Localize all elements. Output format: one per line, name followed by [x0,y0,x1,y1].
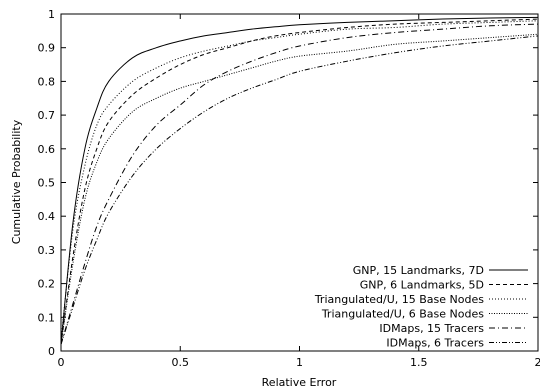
legend-label-2: GNP, 6 Landmarks, 5D [360,279,484,292]
x-axis-label: Relative Error [262,376,337,389]
y-tick-label: 0.3 [38,244,56,257]
series-line-5 [60,23,539,345]
legend-label-3: Triangulated/U, 15 Base Nodes [314,293,484,306]
x-tick-label: 0 [58,356,65,369]
y-tick-label: 0.7 [38,109,56,122]
y-tick-label: 0.9 [38,42,56,55]
series-line-2 [60,18,539,345]
legend-label-5: IDMaps, 15 Tracers [379,322,484,335]
legend-label-6: IDMaps, 6 Tracers [386,337,484,350]
series-line-1 [60,16,539,345]
y-tick-label: 0 [48,345,55,358]
y-axis-label: Cumulative Probability [10,119,23,244]
axis-ticks: 0 0.5 1 1.5 2 0 0.1 0.2 0.3 0.4 0.5 0.6 0.7 0.8 0.9 1 [38,8,540,369]
x-tick-label: 2 [535,356,540,369]
legend: GNP, 15 Landmarks, 7D GNP, 6 Landmarks, 5… [314,264,528,350]
series-lines [60,16,539,345]
y-tick-label: 0.2 [38,278,56,291]
series-line-4 [60,33,539,345]
y-tick-label: 0.4 [38,210,56,223]
y-tick-label: 0.5 [38,177,56,190]
legend-label-1: GNP, 15 Landmarks, 7D [353,264,484,277]
y-tick-label: 0.8 [38,75,56,88]
y-tick-label: 1 [48,8,55,21]
series-line-3 [60,20,539,341]
series-line-6 [60,35,539,345]
legend-label-4: Triangulated/U, 6 Base Nodes [321,308,484,321]
y-tick-label: 0.1 [38,311,56,324]
x-tick-label: 0.5 [172,356,190,369]
y-tick-label: 0.6 [38,143,56,156]
x-tick-label: 1 [296,356,303,369]
x-tick-label: 1.5 [410,356,428,369]
